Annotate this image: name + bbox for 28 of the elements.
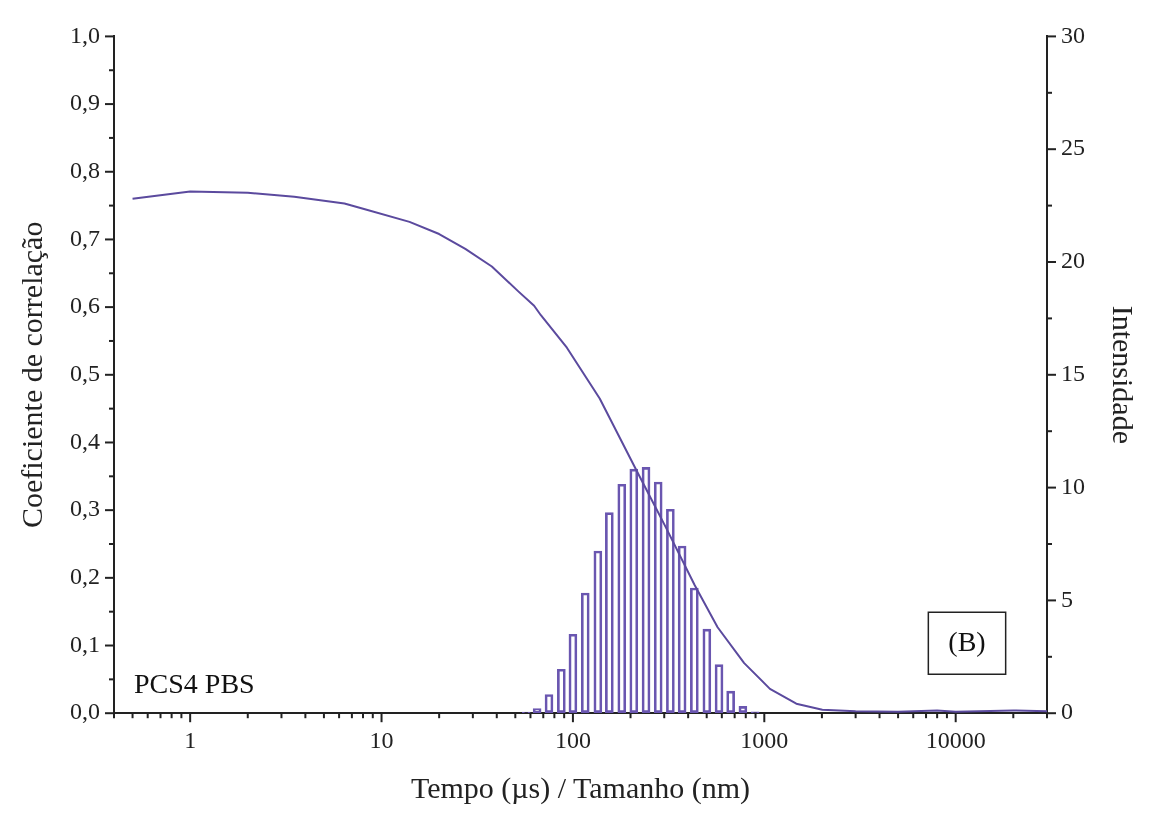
y2-tick-label: 5	[1061, 585, 1073, 612]
y2-axis-title: Intensidade	[1107, 305, 1141, 444]
y2-tick-label: 30	[1061, 21, 1085, 48]
y-tick-label: 0,5	[70, 360, 100, 387]
y2-tick-label: 0	[1061, 698, 1073, 725]
y-axis-title: Coeficiente de correlação	[14, 221, 48, 529]
y-tick-label: 0,1	[70, 630, 100, 657]
y-tick-label: 0,7	[70, 224, 100, 251]
y-tick-label: 0,0	[70, 698, 100, 725]
y-tick-label: 0,9	[70, 89, 100, 116]
y-tick-label: 0,3	[70, 495, 100, 522]
y-tick-label: 1,0	[70, 21, 100, 48]
x-tick-label: 1000	[740, 726, 789, 753]
x-tick-label: 1	[184, 726, 197, 753]
y-tick-label: 0,8	[70, 157, 100, 184]
y-tick-label: 0,6	[70, 292, 100, 319]
y-tick-label: 0,4	[70, 427, 100, 454]
y-tick-label: 0,2	[70, 563, 100, 590]
y2-tick-label: 20	[1061, 247, 1085, 274]
y2-tick-label: 15	[1061, 360, 1085, 387]
annotation: PCS4 PBS	[134, 667, 255, 699]
y2-tick-label: 10	[1061, 472, 1085, 499]
x-tick-label: 10000	[925, 726, 986, 753]
y2-tick-label: 25	[1061, 134, 1085, 161]
x-tick-label: 100	[554, 726, 591, 753]
annotation: (B)	[948, 625, 986, 657]
x-tick-label: 10	[369, 726, 394, 753]
x-axis-title: Tempo (µs) / Tamanho (nm)	[410, 770, 751, 805]
